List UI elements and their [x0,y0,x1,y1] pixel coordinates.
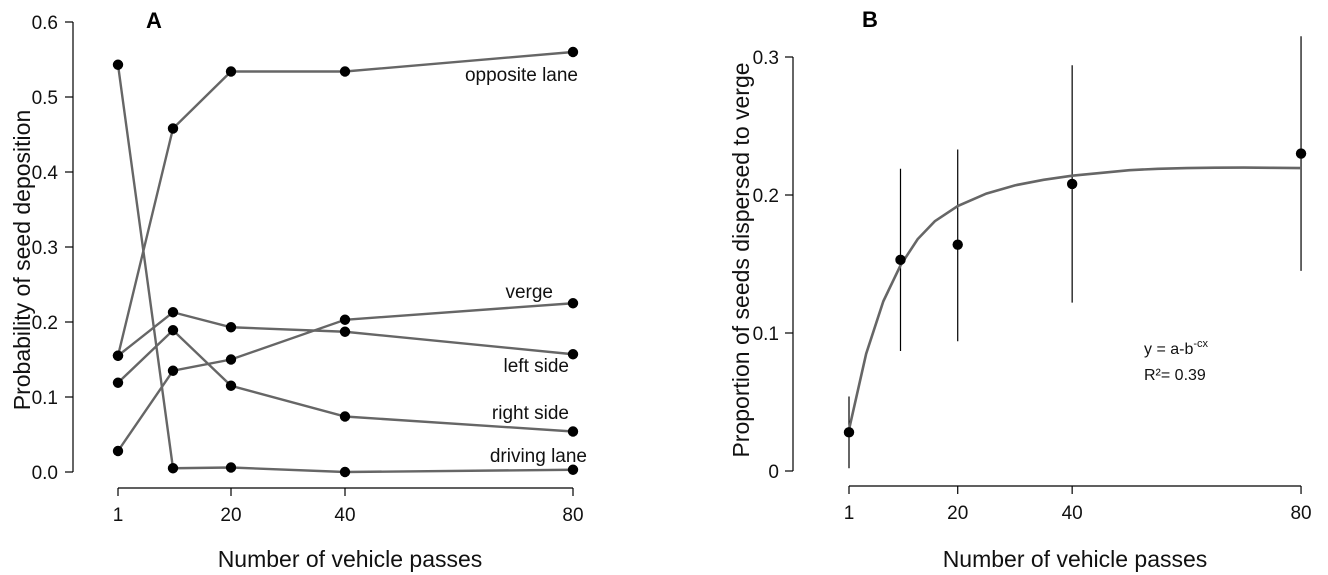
panel-a: 0.0 0.1 0.2 0.3 0.4 0.5 0.6 1 20 40 80 A Number of v… [9,8,587,572]
data-point [567,426,579,437]
x-tick-label: 40 [1062,503,1083,524]
data-point [567,464,579,475]
x-tick-label: 1 [113,505,124,526]
y-tick-label: 0.4 [32,163,59,184]
series-label: verge [505,282,553,303]
x-tick-label: 80 [562,505,583,526]
data-point [567,298,579,309]
series-label: driving lane [490,446,587,467]
x-tick-label: 1 [844,503,855,524]
x-axis-title: Number of vehicle passes [218,546,483,572]
fit-curve [847,166,1302,430]
data-point [339,66,351,77]
series-line [116,50,574,357]
x-tick-label: 80 [1290,503,1311,524]
data-point [112,350,124,361]
series-label: opposite lane [465,65,578,86]
series-label: left side [504,356,569,377]
data-point [952,239,963,250]
data-point [167,307,179,318]
data-point [339,411,351,422]
y-axis-title: Proportion of seeds dispersed to verge [728,62,754,457]
series-label: right side [492,403,569,424]
fit-equation-exponent: -cx [1193,338,1208,350]
data-point [339,314,351,325]
data-point [225,462,237,473]
data-point [112,377,124,388]
fit-equation: y = a-b-cx [1144,338,1209,358]
data-point [167,325,179,336]
y-tick-label: 0.1 [753,324,779,345]
data-point [112,445,124,457]
x-tick-label: 20 [947,503,968,524]
y-tick-label: 0.1 [32,388,58,409]
series-line [117,302,574,452]
y-tick-label: 0 [768,462,779,483]
y-tick-label: 0.6 [32,13,58,34]
panel-label: B [862,7,878,32]
y-tick-label: 0.0 [32,463,58,484]
y-tick-label: 0.2 [753,186,779,207]
data-point [339,466,351,478]
data-point [1066,178,1078,190]
panel-label: A [146,8,162,33]
data-point [167,123,179,134]
data-point [895,254,906,266]
y-tick-label: 0.3 [753,48,779,69]
data-point [225,380,237,391]
panel-b: 0 0.1 0.2 0.3 1 20 40 80 B Number of vehicle pass… [728,7,1312,572]
data-point [112,59,124,70]
data-point [567,46,579,58]
fit-equation-base: y = a-b [1144,341,1193,358]
x-tick-label: 20 [220,505,241,526]
data-point [339,326,351,337]
data-point [225,354,237,365]
data-point [225,66,237,77]
data-point [225,322,237,333]
data-point [167,365,179,376]
y-tick-label: 0.5 [32,88,58,109]
fit-r-squared: R²= 0.39 [1144,367,1206,384]
data-point [1295,148,1307,159]
y-tick-label: 0.2 [32,313,58,334]
data-point [567,349,579,360]
y-tick-label: 0.3 [32,238,58,259]
x-tick-label: 40 [334,505,355,526]
x-axis-title: Number of vehicle passes [943,546,1208,572]
data-point [167,463,179,474]
data-point [843,427,855,438]
y-axis-title: Probability of seed deposition [9,110,35,410]
